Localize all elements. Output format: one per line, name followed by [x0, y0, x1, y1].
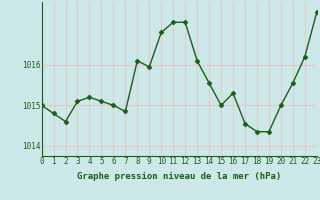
- X-axis label: Graphe pression niveau de la mer (hPa): Graphe pression niveau de la mer (hPa): [77, 172, 281, 181]
